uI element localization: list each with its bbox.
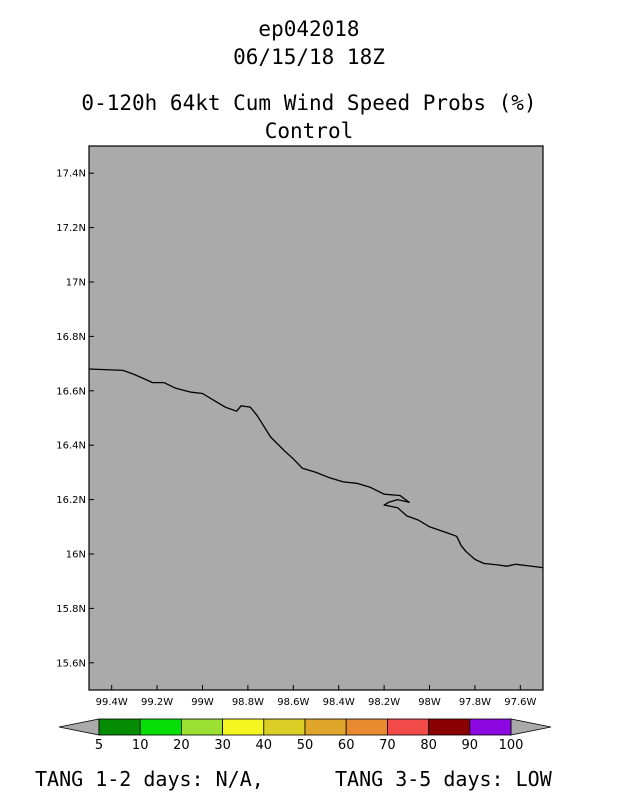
map-background	[88, 145, 544, 691]
datetime-title: 06/15/18 18Z	[233, 45, 385, 69]
lat-tick-label: 17.2N	[56, 223, 86, 234]
colorbar-swatch	[139, 718, 182, 736]
lon-tick-label: 97.8W	[459, 697, 491, 708]
lat-tick-label: 17N	[66, 278, 86, 289]
colorbar-level-label: 40	[256, 738, 273, 753]
colorbar-level-label: 60	[338, 738, 355, 753]
colorbar-level-label: 20	[173, 738, 190, 753]
probability-colorbar: 5 10 20 30 40 50 60 70 80 90 100	[58, 718, 552, 753]
longitude-axis: 99.4W 99.2W 99W 98.8W 98.6W 98.4W 98.2W 98W 97.8…	[96, 685, 536, 708]
colorbar-swatch	[304, 718, 347, 736]
colorbar-level-label: 100	[499, 738, 524, 753]
lon-tick-label: 99.2W	[141, 697, 173, 708]
lat-tick-label: 16.6N	[56, 386, 86, 397]
lat-tick-label: 17.4N	[56, 169, 86, 180]
colorbar-swatch	[386, 718, 429, 736]
lon-tick-label: 99W	[191, 697, 214, 708]
coastline	[88, 368, 544, 569]
colorbar-swatch	[222, 718, 265, 736]
colorbar-swatch	[345, 718, 388, 736]
latitude-axis: 17.4N 17.2N 17N 16.8N 16.6N 16.4N 16.2N 16N 15.8…	[56, 169, 94, 669]
lon-tick-label: 98W	[418, 697, 441, 708]
colorbar-swatch	[469, 718, 512, 736]
lon-tick-label: 98.8W	[232, 697, 264, 708]
colorbar-swatch	[428, 718, 471, 736]
lon-tick-label: 99.4W	[96, 697, 128, 708]
lat-tick-label: 16N	[66, 550, 86, 561]
lon-tick-label: 98.4W	[323, 697, 355, 708]
coastline-layer	[88, 368, 544, 569]
lon-tick-label: 98.6W	[277, 697, 309, 708]
storm-id-title: ep042018	[258, 17, 360, 41]
lat-tick-label: 16.2N	[56, 495, 86, 506]
product-title: 0-120h 64kt Cum Wind Speed Probs (%)	[81, 91, 537, 115]
colorbar-level-label: 90	[462, 738, 479, 753]
lat-tick-label: 16.8N	[56, 332, 86, 343]
colorbar-level-label: 30	[214, 738, 231, 753]
colorbar-level-label: 80	[420, 738, 437, 753]
run-title: Control	[264, 119, 354, 143]
lon-tick-label: 98.2W	[368, 697, 400, 708]
colorbar-level-label: 10	[132, 738, 149, 753]
colorbar-level-label: 70	[379, 738, 396, 753]
colorbar-swatch	[180, 718, 223, 736]
lat-tick-label: 15.8N	[56, 604, 86, 615]
tang-3-5-days-text: TANG 3-5 days: LOW	[335, 767, 552, 791]
lat-tick-label: 15.6N	[56, 658, 86, 669]
colorbar-level-label: 5	[95, 738, 103, 753]
colorbar-swatch	[98, 718, 141, 736]
map-frame	[88, 145, 544, 691]
lon-tick-label: 97.6W	[504, 697, 536, 708]
colorbar-upper-arrow	[510, 718, 552, 736]
lat-tick-label: 16.4N	[56, 441, 86, 452]
colorbar-level-label: 50	[297, 738, 314, 753]
colorbar-swatch	[263, 718, 306, 736]
colorbar-lower-arrow	[58, 718, 100, 736]
tang-1-2-days-text: TANG 1-2 days: N/A,	[35, 767, 264, 791]
